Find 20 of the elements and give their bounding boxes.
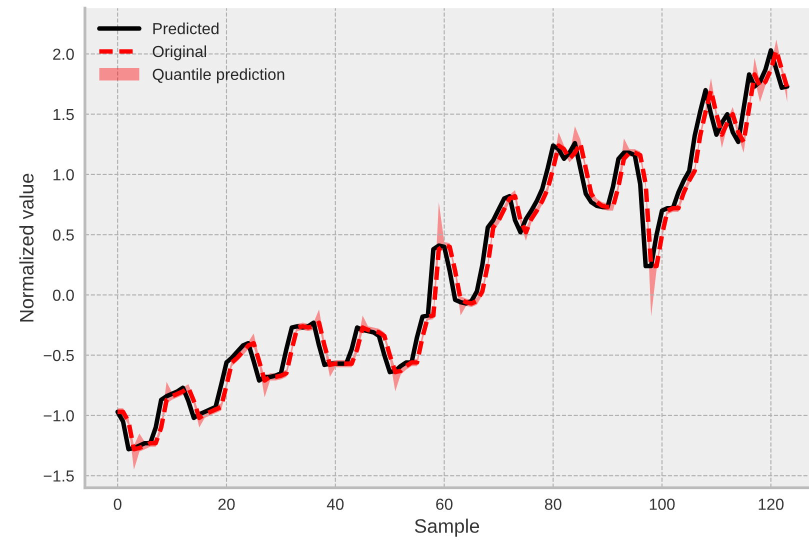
x-tick-label: 0 <box>114 498 122 510</box>
y-axis-title: Normalized value <box>19 174 34 322</box>
y-tick-label: −1.0 <box>44 410 74 422</box>
x-axis-title: Sample <box>414 518 480 537</box>
x-tick-label: 60 <box>436 498 453 510</box>
x-tick-label: 100 <box>650 498 675 510</box>
y-tick-label: 1.0 <box>54 169 74 180</box>
x-tick-label: 120 <box>758 498 784 510</box>
x-tick-label: 40 <box>326 498 344 510</box>
x-tick-label: 80 <box>544 498 562 510</box>
y-tick-label: 2.0 <box>53 48 74 60</box>
x-tick-label: 20 <box>218 498 235 510</box>
legend-label: Predicted <box>153 22 218 34</box>
y-tick-label: −1.5 <box>44 470 74 482</box>
y-tick-label: 0.5 <box>52 229 74 241</box>
legend-label: Original <box>152 45 206 60</box>
y-tick-label: −0.5 <box>44 350 74 362</box>
y-tick-label: 0.0 <box>52 290 74 301</box>
annotation: Quantile prediction <box>152 68 284 84</box>
y-tick-label: 1.5 <box>54 109 74 120</box>
